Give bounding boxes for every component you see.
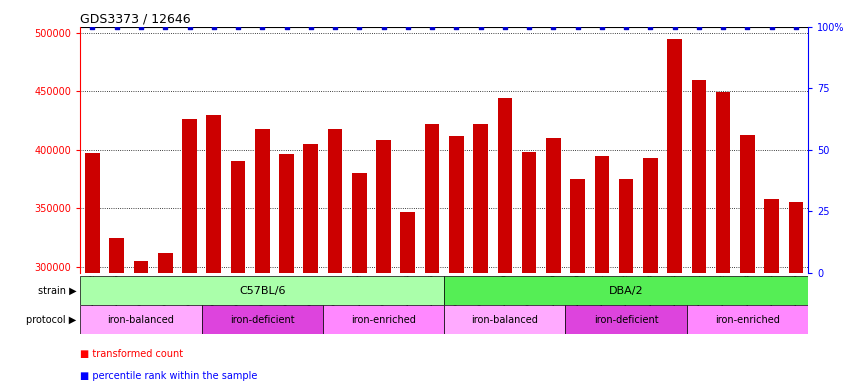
Bar [85,153,100,384]
Bar [206,115,221,384]
Point [644,24,657,30]
Bar [327,129,343,384]
Point [619,24,633,30]
Point [401,24,415,30]
Bar [80,305,201,334]
Point [571,24,585,30]
Bar [687,305,808,334]
Bar [109,238,124,384]
Point [595,24,608,30]
Bar [497,98,512,384]
Point [498,24,512,30]
Bar [304,144,318,384]
Point [740,24,754,30]
Bar [201,305,323,334]
Text: iron-balanced: iron-balanced [471,314,538,325]
Bar [352,173,366,384]
Point [692,24,706,30]
Point [376,24,390,30]
Bar [134,261,148,384]
Bar [565,305,687,334]
Bar [764,199,779,384]
Bar [570,179,585,384]
Point [328,24,342,30]
Bar [691,79,706,384]
Point [280,24,294,30]
Bar [158,253,173,384]
Text: iron-enriched: iron-enriched [351,314,416,325]
Bar [667,38,682,384]
Bar [425,124,439,384]
Text: GDS3373 / 12646: GDS3373 / 12646 [80,13,191,26]
Point [522,24,536,30]
Point [717,24,730,30]
Text: iron-deficient: iron-deficient [594,314,658,325]
Point [449,24,463,30]
Text: iron-deficient: iron-deficient [230,314,294,325]
Bar [255,129,270,384]
Bar [444,305,565,334]
Bar [643,158,657,384]
Point [304,24,317,30]
Bar [279,154,294,384]
Bar [376,141,391,384]
Bar [80,276,444,305]
Bar [546,138,561,384]
Point [765,24,778,30]
Point [158,24,172,30]
Point [789,24,803,30]
Bar [716,93,730,384]
Text: iron-balanced: iron-balanced [107,314,174,325]
Bar [182,119,197,384]
Text: strain ▶: strain ▶ [37,286,76,296]
Point [667,24,681,30]
Point [110,24,124,30]
Text: ■ percentile rank within the sample: ■ percentile rank within the sample [80,371,258,381]
Point [207,24,221,30]
Bar [323,305,444,334]
Bar [618,179,634,384]
Point [231,24,244,30]
Bar [522,152,536,384]
Text: protocol ▶: protocol ▶ [26,314,76,325]
Bar [788,202,803,384]
Point [547,24,560,30]
Point [353,24,366,30]
Text: ■ transformed count: ■ transformed count [80,349,184,359]
Point [474,24,487,30]
Bar [449,136,464,384]
Point [255,24,269,30]
Bar [444,276,808,305]
Text: C57BL/6: C57BL/6 [239,286,285,296]
Text: iron-enriched: iron-enriched [715,314,780,325]
Point [183,24,196,30]
Point [426,24,439,30]
Bar [740,134,755,384]
Bar [473,124,488,384]
Bar [595,156,609,384]
Text: DBA/2: DBA/2 [609,286,643,296]
Bar [231,161,245,384]
Point [85,24,99,30]
Bar [400,212,415,384]
Point [135,24,148,30]
